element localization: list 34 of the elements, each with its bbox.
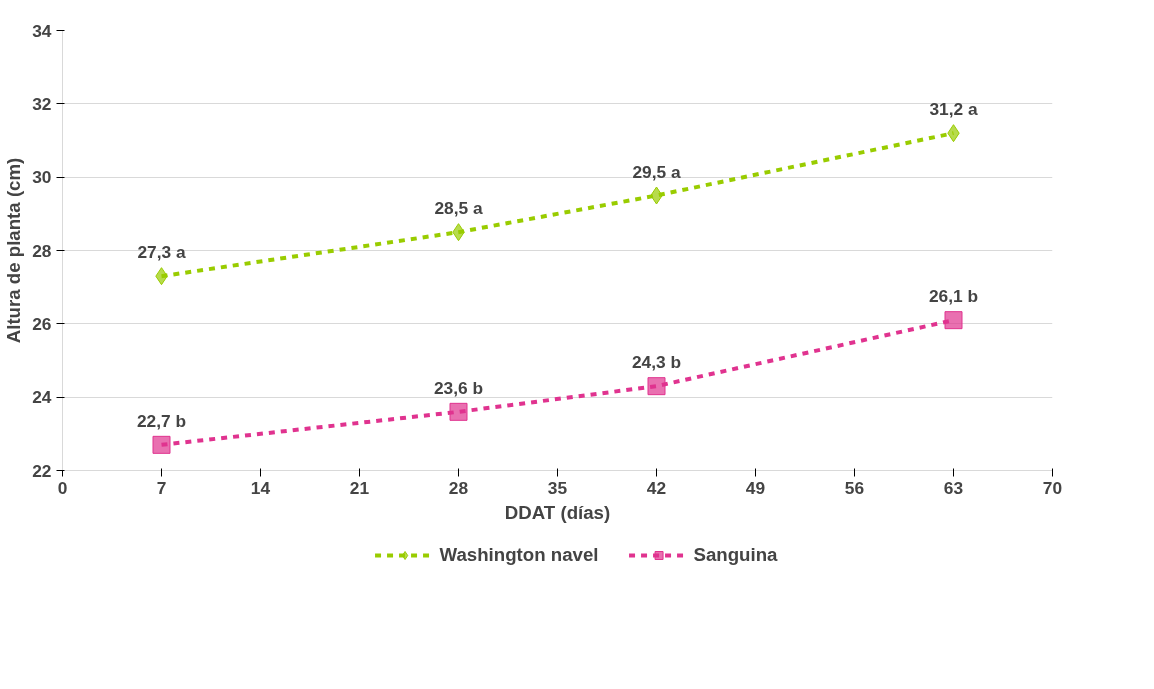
x-tick-label: 7 [156, 477, 167, 498]
data-label: 31,2 a [929, 99, 978, 120]
data-label: 23,6 b [433, 377, 484, 398]
x-tick-label: 42 [646, 477, 667, 498]
point [647, 377, 666, 396]
y-tick-label: 34 [32, 20, 52, 41]
x-tick-label: 49 [745, 477, 766, 498]
y-tick-label: 32 [32, 93, 52, 114]
x-tick-label: 70 [1042, 477, 1063, 498]
x-tick-label: 56 [844, 477, 865, 498]
y-tick-label: 22 [32, 460, 52, 481]
x-tick-label: 0 [57, 477, 68, 498]
point [944, 311, 963, 330]
y-tick-label: 28 [32, 240, 52, 261]
legend-label: Washington navel [439, 544, 599, 566]
data-label: 27,3 a [137, 242, 186, 263]
data-label: 28,5 a [434, 198, 483, 219]
x-tick-label: 63 [943, 477, 964, 498]
point [449, 402, 468, 421]
data-label: 22,7 b [136, 410, 187, 431]
data-label: 29,5 a [632, 161, 681, 182]
x-tick-label: 21 [349, 477, 370, 498]
data-label: 26,1 b [928, 286, 979, 307]
point [152, 435, 171, 454]
x-tick-label: 28 [448, 477, 469, 498]
y-tick-label: 24 [32, 387, 52, 408]
x-tick-label: 35 [547, 477, 568, 498]
x-tick-label: 14 [250, 477, 271, 498]
legend-label: Sanguina [693, 544, 778, 566]
data-label: 24,3 b [631, 352, 682, 373]
x-axis-title: DDAT (días) [504, 501, 611, 523]
y-axis-title: Altura de planta (cm) [3, 157, 25, 344]
y-tick-label: 30 [32, 167, 52, 188]
y-tick-label: 26 [32, 313, 52, 334]
